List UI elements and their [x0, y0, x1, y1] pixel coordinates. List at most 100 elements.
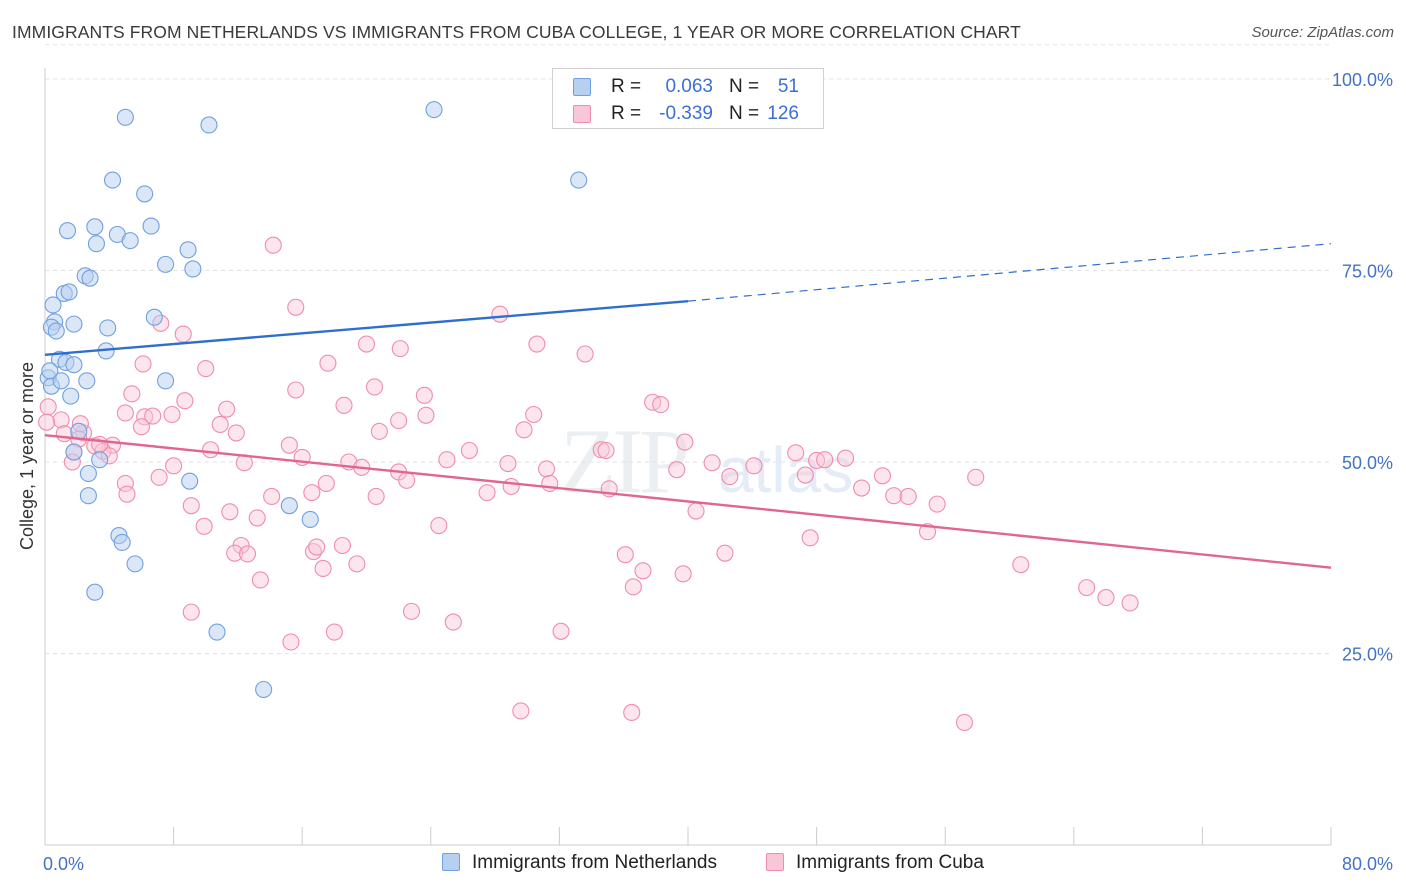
netherlands-point — [184, 260, 202, 278]
netherlands-point — [79, 487, 97, 505]
netherlands-point — [179, 241, 197, 259]
cuba-point — [391, 340, 409, 358]
legend-r-label: R = — [611, 103, 642, 124]
cuba-point — [1078, 579, 1096, 597]
cuba-swatch — [573, 105, 591, 123]
cuba-point — [287, 381, 305, 399]
cuba-point — [357, 335, 376, 353]
tick-labels: 25.0% 50.0% 75.0% 100.0% 0.0% 80.0% — [43, 70, 1393, 874]
cuba-point — [390, 412, 408, 430]
cuba-point — [552, 622, 570, 640]
cuba-point — [348, 555, 366, 573]
cuba-point — [899, 487, 917, 506]
cuba-point — [263, 487, 281, 506]
cuba-point — [745, 457, 763, 475]
cuba-point — [163, 405, 181, 424]
netherlands-point — [65, 315, 83, 333]
cuba-point — [801, 529, 819, 547]
netherlands-trend-line — [44, 299, 689, 356]
cuba-point — [227, 424, 245, 442]
legend-r-value: -0.339 — [659, 103, 713, 124]
netherlands-swatch — [573, 78, 591, 96]
y-axis-label: College, 1 year or more — [17, 362, 37, 550]
legend-row-netherlands: R = 0.063 N = 51 — [553, 74, 823, 100]
cuba-point — [928, 495, 946, 513]
cuba-point — [676, 433, 694, 451]
cuba-point — [118, 485, 136, 503]
bottom-legend-label: Immigrants from Netherlands — [472, 852, 717, 873]
cuba-point — [955, 713, 974, 731]
cuba-point — [333, 536, 351, 555]
cuba-point — [616, 546, 634, 564]
cuba-point — [197, 359, 215, 378]
cuba-point — [202, 441, 220, 459]
netherlands-point — [41, 362, 59, 380]
netherlands-point — [81, 269, 99, 287]
bottom-legend-cuba: Immigrants from Cuba — [766, 852, 984, 874]
cuba-point — [402, 602, 421, 620]
cuba-point — [144, 407, 162, 425]
cuba-point — [836, 449, 855, 467]
cuba-point — [280, 436, 298, 454]
cuba-point — [787, 444, 805, 462]
netherlands-point — [60, 283, 78, 301]
cuba-point — [174, 325, 192, 343]
cuba-point — [634, 562, 652, 580]
cuba-point — [885, 487, 903, 505]
y-tick-label: 50.0% — [1342, 453, 1393, 473]
legend-r-value: 0.063 — [665, 76, 713, 97]
cuba-point — [623, 703, 641, 722]
netherlands-point — [47, 322, 65, 340]
cuba-point — [668, 461, 686, 479]
legend-n-label: N = — [729, 103, 760, 124]
cuba-point — [287, 298, 305, 316]
cuba-point — [314, 559, 332, 578]
netherlands-point — [126, 555, 144, 573]
x-tick-label: 0.0% — [43, 854, 84, 874]
netherlands-point — [65, 443, 83, 461]
cuba-point — [335, 396, 353, 414]
correlation-legend: R = 0.063 N = 51 R = -0.339 N = 126 — [552, 68, 824, 129]
cuba-point — [1097, 589, 1115, 607]
gridlines — [45, 44, 1331, 654]
netherlands-point — [142, 217, 160, 235]
cuba-point — [182, 603, 200, 621]
cuba-point — [512, 702, 530, 720]
cuba-point — [502, 477, 520, 496]
cuba-point — [478, 484, 496, 502]
y-tick-label: 100.0% — [1332, 70, 1393, 90]
netherlands-point — [200, 116, 218, 134]
cuba-point — [226, 544, 244, 562]
cuba-point — [264, 236, 282, 254]
cuba-point — [796, 466, 814, 484]
cuba-point — [398, 471, 416, 489]
cuba-point — [367, 487, 385, 506]
cuba-point — [592, 441, 610, 459]
netherlands-point — [208, 623, 226, 641]
cuba-point — [134, 355, 152, 373]
cuba-point — [319, 354, 337, 372]
svg-text:atlas: atlas — [718, 434, 853, 506]
cuba-point — [218, 400, 236, 418]
cuba-point — [248, 509, 266, 527]
cuba-point — [325, 623, 343, 641]
cuba-swatch — [766, 853, 784, 871]
cuba-point — [303, 484, 321, 502]
cuba-point — [38, 413, 56, 431]
cuba-point — [251, 571, 269, 589]
cuba-point — [687, 502, 705, 520]
legend-row-cuba: R = -0.339 N = 126 — [553, 101, 823, 127]
netherlands-points — [39, 101, 588, 699]
cuba-point — [91, 435, 109, 453]
cuba-point — [238, 545, 257, 563]
y-tick-label: 75.0% — [1342, 262, 1393, 282]
legend-r-label: R = — [611, 76, 642, 97]
cuba-point — [132, 418, 150, 436]
netherlands-point — [280, 497, 298, 515]
cuba-point — [515, 421, 533, 439]
cuba-point — [1012, 556, 1030, 574]
netherlands-point — [425, 101, 443, 119]
netherlands-point — [181, 472, 199, 490]
netherlands-point — [44, 296, 62, 314]
